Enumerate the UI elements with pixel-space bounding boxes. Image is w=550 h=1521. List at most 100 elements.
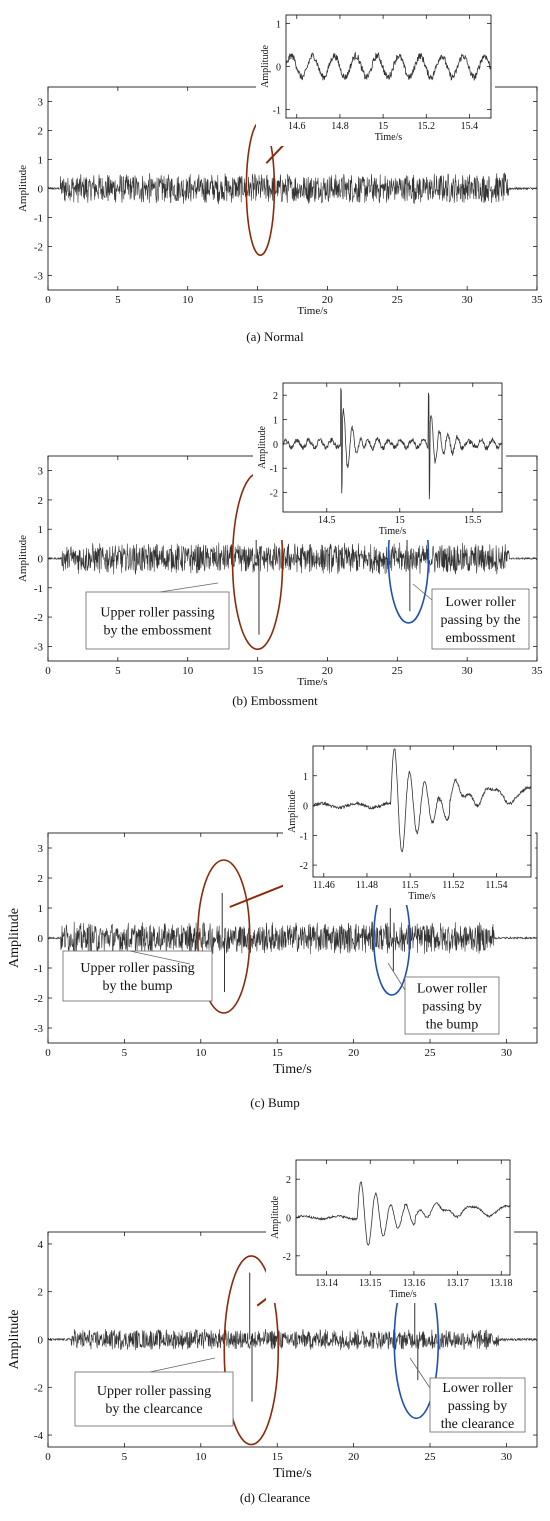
panel-d-inset-y-tick-label: 2 <box>286 1175 291 1186</box>
panel-b-x-tick-label: 25 <box>392 665 404 677</box>
panel-c-signal-line <box>47 921 538 955</box>
panel-a-y-tick-label: 3 <box>38 97 44 109</box>
panel-c-y-tick-label: 1 <box>38 903 44 915</box>
panel-a-y-tick-label: 0 <box>38 184 44 196</box>
panel-c-annotation-leader <box>129 950 191 965</box>
panel-d-y-tick-label: 4 <box>38 1239 44 1251</box>
panel-a-inset-x-axis-label: Time/s <box>375 132 403 143</box>
panel-d-x-axis-label: Time/s <box>273 1466 311 1481</box>
panel-b-y-tick-label: -2 <box>34 612 43 624</box>
panel-b-y-tick-label: -1 <box>34 583 43 595</box>
panel-b-annotation-text: passing by the <box>440 613 520 628</box>
panel-c-inset-signal-line <box>312 748 532 853</box>
panel-c-annotation-text: by the bump <box>103 979 173 994</box>
panel-c-inset-y-tick-label: 0 <box>303 802 308 813</box>
panel-c-annotation-text: Upper roller passing <box>80 961 194 976</box>
panel-b-y-tick-label: 2 <box>38 495 44 507</box>
panel-b-x-tick-label: 20 <box>322 665 334 677</box>
panel-d-inset-x-axis-label: Time/s <box>389 1289 417 1300</box>
panel-b-y-axis-label: Amplitude <box>17 535 29 582</box>
panel-c-x-axis-label: Time/s <box>273 1062 311 1077</box>
panel-a-inset-x-tick-label: 14.8 <box>331 121 349 132</box>
panel-a-inset-y-tick-label: -1 <box>273 105 281 116</box>
panel-d-x-tick-label: 30 <box>501 1451 513 1463</box>
panel-a-x-tick-label: 35 <box>532 294 544 306</box>
panel-b-annotation-leader <box>412 583 433 601</box>
panel-d-inset: 13.14 13.15 13.16 13.17 13.18 -2 0 2 Time/s Ampli… <box>266 1158 514 1303</box>
panel-d-x-tick-label: 20 <box>348 1451 360 1463</box>
panel-d-annotation-text: by the clearcance <box>105 1402 202 1417</box>
panel-b-y-tick-label: 3 <box>38 466 44 478</box>
panel-a-y-tick-label: -2 <box>34 242 43 254</box>
panel-a-y-tick-label: 2 <box>38 126 44 138</box>
panel-c-annotation-text: passing by <box>422 1000 482 1015</box>
panel-c-inset-x-tick-label: 11.5 <box>402 880 419 891</box>
panel-c-annotation-leader <box>387 962 406 991</box>
panel-d-annotation-leader <box>149 1357 216 1373</box>
panel-b-inset-x-tick-label: 15.5 <box>464 515 482 526</box>
panel-a-inset-y-tick-label: 0 <box>276 63 281 74</box>
panel-b-annotation-text: by the embossment <box>103 624 211 639</box>
panel-c-y-tick-label: -3 <box>34 1023 44 1035</box>
panel-b-inset-y-tick-label: -1 <box>270 464 278 475</box>
panel-b-annotation-box <box>431 588 530 650</box>
panel-b-inset-y-tick-label: 0 <box>273 440 278 451</box>
panel-a-inset-x-tick-label: 15.4 <box>461 121 479 132</box>
panel-c-x-tick-label: 25 <box>425 1047 437 1059</box>
panel-d-signal-line <box>47 1328 538 1351</box>
panel-a-inset-signal-line <box>285 51 492 81</box>
panel-a-x-tick-label: 20 <box>322 294 334 306</box>
panel-d-y-axis-label: Amplitude <box>7 1310 22 1370</box>
panel-c-inset: 11.46 11.48 11.5 11.52 11.54 -2 -1 0 1 Time/s Ampl… <box>283 744 535 905</box>
panel-a-x-axis-label: Time/s <box>297 305 327 317</box>
panel-d-annotation-box <box>429 1377 526 1433</box>
panel-b-x-tick-label: 0 <box>45 665 51 677</box>
panel-a-y-axis-label: Amplitude <box>17 165 29 212</box>
panel-d-annotation-leader <box>409 1357 431 1389</box>
panel-b-inset-y-tick-label: -2 <box>270 489 278 500</box>
panel-a-x-tick-label: 30 <box>462 294 474 306</box>
panel-b-inset-background <box>253 381 506 540</box>
panel-b-annotation-text: embossment <box>446 631 516 646</box>
panel-b-annotation-box <box>85 591 230 650</box>
panel-a-x-tick-label: 25 <box>392 294 404 306</box>
panel-a-caption: (a) Normal <box>246 329 304 344</box>
panel-c-y-tick-label: -1 <box>34 963 43 975</box>
panel-b-inset-x-tick-label: 14.5 <box>318 515 336 526</box>
panel-b-x-tick-label: 10 <box>182 665 194 677</box>
panel-a: 0 5 10 15 20 25 30 35-3-2-10123Time/sAmplitude1… <box>17 13 543 317</box>
panel-a-signal-line <box>47 172 537 205</box>
panel-c-inset-y-tick-label: 1 <box>303 772 308 783</box>
panel-a-x-tick-label: 5 <box>115 294 121 306</box>
panel-c-inset-x-tick-label: 11.54 <box>485 880 507 891</box>
panel-c-y-tick-label: 2 <box>38 873 44 885</box>
panel-d-inset-signal-line <box>295 1181 510 1246</box>
panel-c-y-tick-label: 0 <box>38 933 44 945</box>
panel-b-inset-y-tick-label: 1 <box>273 416 278 427</box>
panel-b-inset-axes-frame <box>282 382 503 513</box>
panel-d-annotation-text: passing by <box>448 1399 508 1414</box>
panel-c: 0 5 10 15 20 25 30-3-2-10123Time/sAmplitude11.… <box>7 744 538 1077</box>
panel-d-annotation-box <box>74 1371 234 1427</box>
panel-c-inset-x-tick-label: 11.52 <box>442 880 464 891</box>
panel-b-inset-y-axis-label: Amplitude <box>257 426 268 469</box>
panel-a-x-tick-label: 15 <box>252 294 264 306</box>
panel-d-x-tick-label: 0 <box>45 1451 51 1463</box>
panel-b-inset-y-tick-label: 2 <box>273 391 278 402</box>
panel-c-inset-y-tick-label: -1 <box>300 831 308 842</box>
panel-c-x-tick-label: 15 <box>272 1047 284 1059</box>
panel-d-annotation-text: Lower roller <box>442 1381 513 1396</box>
panel-d-y-tick-label: 2 <box>38 1287 44 1299</box>
panel-b-x-axis-label: Time/s <box>297 676 327 688</box>
panel-c-inset-background <box>283 744 535 905</box>
panel-a-inset-x-tick-label: 15.2 <box>418 121 436 132</box>
panel-d-caption: (d) Clearance <box>240 1490 311 1505</box>
panel-c-x-tick-label: 0 <box>45 1047 51 1059</box>
panel-c-inset-x-tick-label: 11.46 <box>313 880 335 891</box>
panel-d-x-tick-label: 10 <box>195 1451 207 1463</box>
panel-d-x-tick-label: 15 <box>272 1451 284 1463</box>
panel-c-y-axis-label: Amplitude <box>7 908 22 968</box>
panel-a-y-tick-label: -3 <box>34 271 44 283</box>
panel-a-y-tick-label: -1 <box>34 213 43 225</box>
